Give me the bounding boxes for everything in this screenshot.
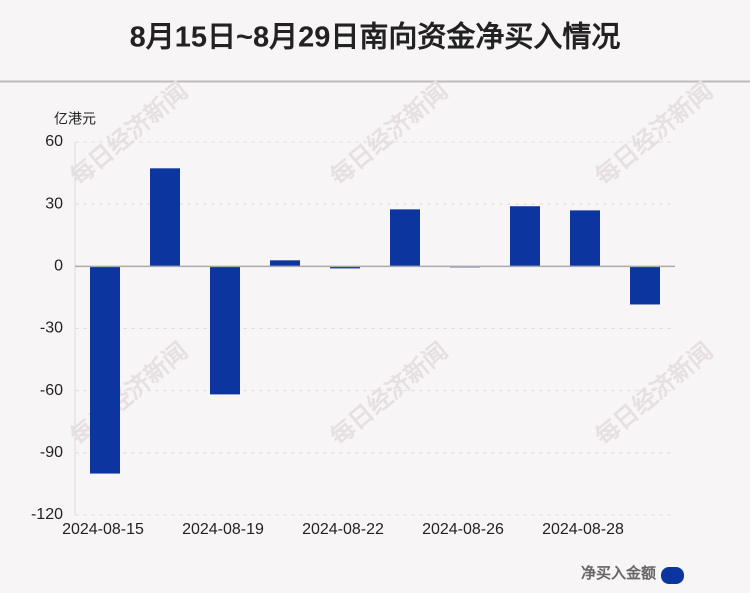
y-tick-label: 0 (54, 258, 63, 275)
y-tick-label: -60 (40, 382, 63, 399)
bar (270, 260, 300, 267)
x-tick-label: 2024-08-22 (302, 521, 384, 538)
legend-swatch (661, 567, 684, 584)
bar (630, 266, 660, 305)
y-tick-label: -90 (40, 444, 63, 461)
bar (90, 266, 120, 474)
chart-title: 8月15日~8月29日南向资金净买入情况 (130, 20, 621, 54)
y-tick-label: -120 (31, 506, 63, 523)
bar (390, 209, 420, 267)
bar (510, 206, 540, 267)
bar (150, 168, 180, 267)
bar (330, 266, 360, 269)
x-tick-label: 2024-08-26 (422, 521, 504, 538)
legend-label: 净买入金额 (581, 564, 656, 582)
x-tick-label: 2024-08-19 (182, 521, 264, 538)
y-tick-label: 30 (45, 195, 63, 212)
y-unit: 亿港元 (54, 111, 96, 127)
y-tick-label: -30 (40, 320, 63, 337)
y-tick-label: 60 (45, 133, 63, 150)
x-tick-label: 2024-08-28 (542, 521, 624, 538)
x-tick-label: 2024-08-15 (62, 521, 144, 538)
bar (210, 266, 240, 395)
bar (570, 210, 600, 267)
